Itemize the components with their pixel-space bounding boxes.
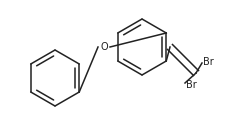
Text: Br: Br xyxy=(203,57,214,67)
Text: O: O xyxy=(100,42,108,52)
Text: Br: Br xyxy=(186,80,197,90)
